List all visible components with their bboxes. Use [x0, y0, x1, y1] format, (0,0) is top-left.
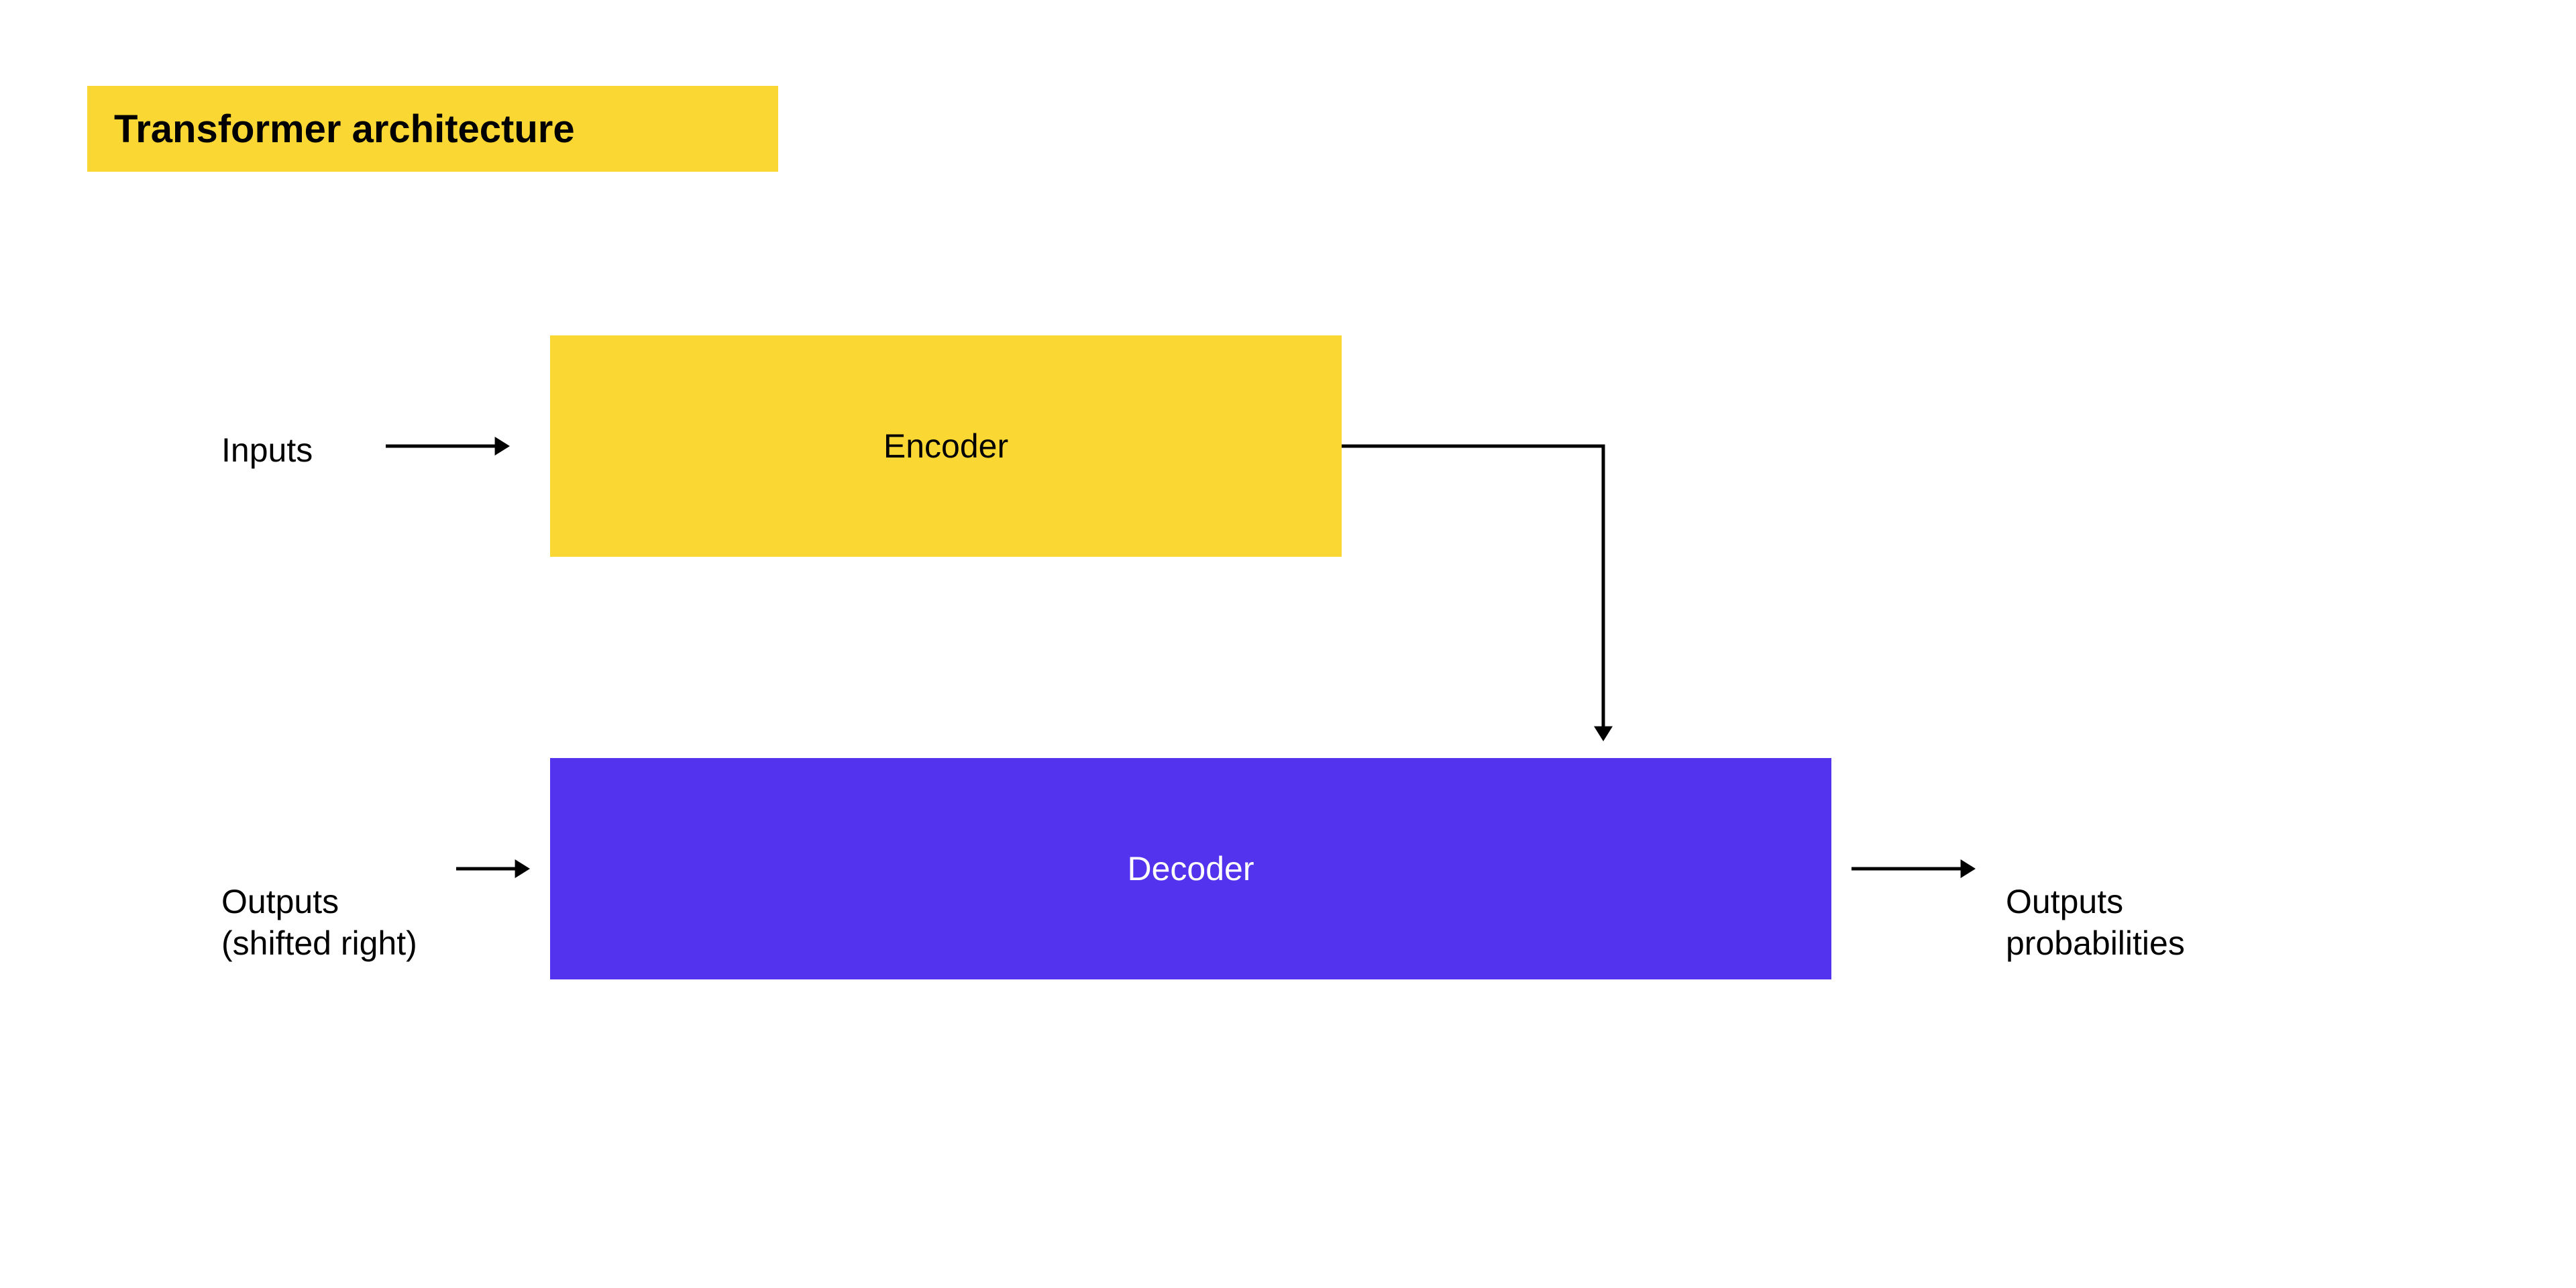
decoder-label: Decoder	[1128, 849, 1254, 888]
arrow-outputs-to-decoder	[436, 849, 550, 889]
diagram-title-text: Transformer architecture	[114, 107, 575, 152]
inputs-label: Inputs	[221, 429, 313, 472]
arrow-decoder-to-outputs	[1831, 849, 1996, 889]
encoder-node: Encoder	[550, 335, 1342, 557]
transformer-architecture-diagram: Transformer architecture Inputs Outputs …	[0, 0, 2576, 1288]
arrow-inputs-to-encoder	[366, 426, 530, 466]
encoder-label: Encoder	[883, 427, 1008, 466]
diagram-title: Transformer architecture	[87, 86, 778, 172]
arrow-encoder-to-decoder	[1322, 426, 1623, 761]
decoder-node: Decoder	[550, 758, 1831, 979]
outputs-shifted-label: Outputs (shifted right)	[221, 839, 417, 965]
outputs-probabilities-label: Outputs probabilities	[2006, 839, 2185, 965]
